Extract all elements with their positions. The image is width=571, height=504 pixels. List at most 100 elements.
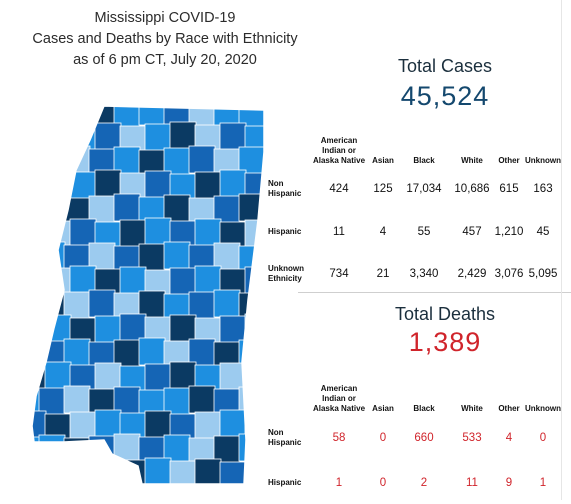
county-tile: [32, 316, 47, 345]
table-cell: 734: [329, 268, 349, 280]
county-tile: [32, 106, 41, 126]
table-cell: 457: [462, 226, 482, 238]
row-label: Non Hispanic: [268, 428, 302, 447]
county-tile: [44, 267, 72, 296]
county-tile: [63, 106, 91, 127]
table-cell: 3,340: [409, 268, 439, 280]
table-cell: 5,095: [528, 268, 558, 280]
table-cell: 45: [536, 226, 550, 238]
edge-divider: [561, 0, 562, 500]
county-tile: [144, 363, 172, 392]
county-tile: [38, 241, 66, 270]
table-cell: 1: [335, 477, 343, 489]
county-tile: [194, 265, 222, 294]
county-tile: [32, 457, 47, 484]
mississippi-county-map: [31, 105, 265, 485]
title-line-1: Mississippi COVID-19: [94, 10, 236, 26]
table-cell: 3,076: [494, 268, 524, 280]
county-tile: [32, 196, 41, 225]
table-row: Unknown Ethnicity 734 21 3,340 2,429 3,0…: [268, 252, 562, 296]
row-label: Hispanic: [268, 478, 302, 487]
title-line-2: Cases and Deaths by Race with Ethnicity: [32, 31, 298, 47]
county-tile: [119, 266, 147, 295]
deaths-col-other: Other: [498, 404, 520, 413]
table-cell: 125: [373, 183, 393, 195]
table-cell: 4: [505, 432, 513, 444]
table-cell: 11: [333, 226, 345, 238]
county-tile: [113, 146, 141, 175]
county-tile: [38, 434, 66, 463]
county-tile: [69, 124, 97, 153]
table-row: Hispanic 1 0 2 11 9 1: [268, 462, 562, 504]
county-tile: [44, 361, 72, 390]
cases-col-black: Black: [413, 156, 435, 165]
county-tile: [113, 193, 141, 222]
county-tile: [94, 169, 122, 198]
deaths-col-unknown: Unknown: [525, 404, 561, 413]
county-tile: [119, 219, 147, 248]
county-tile: [219, 122, 247, 151]
county-tile: [69, 171, 97, 200]
county-tile: [119, 313, 147, 342]
table-cell: 2: [420, 477, 428, 489]
county-tile: [32, 269, 47, 298]
deaths-table: American Indian or Alaska Native Asian B…: [268, 374, 562, 504]
deaths-total: 1,389: [408, 327, 482, 357]
cases-col-white: White: [461, 156, 483, 165]
table-cell: 0: [379, 432, 387, 444]
table-cell: 11: [466, 477, 478, 489]
deaths-title: Total Deaths: [394, 304, 496, 324]
county-tile: [163, 241, 191, 270]
county-tiles: [32, 106, 264, 484]
deaths-col-black: Black: [413, 404, 435, 413]
county-tile: [144, 123, 172, 152]
county-tile: [94, 461, 122, 484]
county-tile: [194, 458, 222, 484]
section-divider: [298, 292, 571, 293]
county-tile: [238, 193, 264, 222]
county-tile: [113, 339, 141, 368]
county-tile: [219, 409, 247, 438]
county-tile: [44, 460, 72, 484]
table-cell: 21: [376, 268, 390, 280]
county-tile: [94, 315, 122, 344]
table-cell: 533: [462, 432, 482, 444]
county-tile: [244, 313, 264, 342]
county-tile: [244, 412, 264, 441]
cases-col-asian: Asian: [372, 156, 394, 165]
county-tile: [238, 433, 264, 462]
county-tile: [94, 122, 122, 151]
county-tile: [44, 220, 72, 249]
cases-col-other: Other: [498, 156, 520, 165]
county-tile: [38, 106, 66, 129]
county-tile: [163, 147, 191, 176]
county-tile: [63, 291, 91, 320]
county-tile: [213, 289, 241, 318]
table-cell: 1,210: [494, 226, 524, 238]
table-cell: 2,429: [457, 268, 487, 280]
chart-title: Mississippi COVID-19 Cases and Deaths by…: [0, 8, 330, 71]
county-tile: [194, 218, 222, 247]
deaths-col-american-indian: American Indian or Alaska Native: [312, 384, 366, 413]
county-tile: [219, 315, 247, 344]
deaths-header: Total Deaths 1,389: [330, 304, 560, 358]
county-tile: [63, 385, 91, 414]
deaths-header-row: American Indian or Alaska Native Asian B…: [268, 374, 562, 414]
county-tile: [94, 362, 122, 391]
cases-table: American Indian or Alaska Native Asian B…: [268, 128, 562, 296]
county-tile: [32, 436, 41, 465]
county-tile: [188, 145, 216, 174]
county-tile: [219, 169, 247, 198]
table-row: Non Hispanic 424 125 17,034 10,686 615 1…: [268, 166, 562, 212]
table-cell: 0: [379, 477, 387, 489]
county-tile: [188, 385, 216, 414]
county-tile: [88, 289, 116, 318]
table-cell: 163: [533, 183, 553, 195]
table-cell: 1: [539, 477, 547, 489]
county-tile: [38, 387, 66, 416]
county-tile: [169, 267, 197, 296]
county-tile: [38, 194, 66, 223]
cases-total: 45,524: [400, 81, 490, 111]
county-tile: [163, 434, 191, 463]
county-tile: [32, 170, 47, 199]
